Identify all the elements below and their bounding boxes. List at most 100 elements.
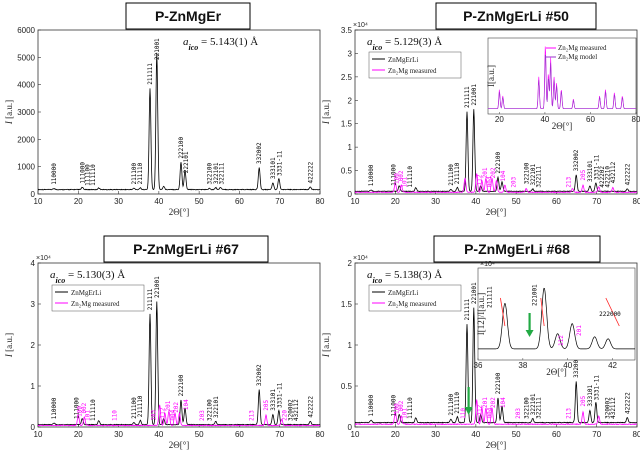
x-tick-label: 10 bbox=[34, 197, 43, 206]
peak-label: 111000 bbox=[391, 164, 398, 186]
title-box bbox=[435, 2, 597, 30]
legend-label: ZnMgErLi bbox=[388, 289, 418, 297]
x-tick-label: 20 bbox=[74, 197, 83, 206]
peak-label: 002 bbox=[81, 402, 88, 413]
y-axis-symbol: I bbox=[4, 353, 14, 358]
lattice-annotation: aico = 5.138(3) Å bbox=[367, 269, 442, 285]
series-line-znmgerli bbox=[38, 301, 320, 426]
lattice-value: = 5.143(1) Å bbox=[198, 36, 258, 48]
y-axis-unit: [a.u.] bbox=[4, 100, 14, 121]
inset-peak-label: 221001 bbox=[531, 284, 538, 306]
y-tick-label: 6000 bbox=[17, 26, 35, 35]
y-tick-label: 2000 bbox=[17, 135, 35, 144]
peak-label: 221001 bbox=[471, 84, 478, 106]
panel-1: P-ZnMgEr 10 20 30 40 50 60 70 80 0 1000 2000 3000 400… bbox=[4, 2, 325, 217]
inset-series-line bbox=[478, 287, 635, 350]
peak-label: 111110 bbox=[90, 399, 97, 421]
peak-label: 333101 bbox=[270, 389, 277, 411]
peak-label: 222100 bbox=[495, 372, 502, 394]
inset-peak-label: 201 bbox=[576, 325, 583, 336]
peak-label: 110000 bbox=[368, 164, 375, 186]
peak-label: 101 bbox=[85, 410, 92, 421]
x-tick-label: 40 bbox=[471, 197, 480, 206]
peak-label: 111110 bbox=[407, 166, 414, 188]
inset-peak-label: 112 bbox=[558, 335, 565, 346]
inset-x-tick-label: 20 bbox=[495, 115, 504, 124]
y-multiplier: ×10⁴ bbox=[36, 255, 51, 262]
chart-title: P-ZnMgErLi #67 bbox=[133, 241, 239, 257]
plot-frame bbox=[354, 29, 638, 195]
chart-title: P-ZnMgErLi #68 bbox=[464, 241, 570, 257]
peak-label: 422210 bbox=[605, 166, 612, 188]
y-multiplier: ×10⁴ bbox=[353, 22, 368, 29]
peak-label: 100 bbox=[393, 403, 400, 414]
y-axis-label: I [a.u.] bbox=[321, 333, 331, 358]
peak-label: 222100 bbox=[178, 137, 185, 159]
x-axis-label: 2Θ[°] bbox=[486, 440, 507, 450]
y-tick-label: 4000 bbox=[17, 81, 35, 90]
peak-label: 112 bbox=[476, 174, 483, 185]
x-tick-label: 60 bbox=[552, 430, 561, 439]
peak-label: 202 bbox=[490, 397, 497, 408]
lattice-annotation: aico = 5.129(3) Å bbox=[367, 36, 442, 52]
peak-label: 211110 bbox=[137, 162, 144, 184]
peak-label: 112 bbox=[159, 407, 166, 418]
peak-label: 112 bbox=[476, 404, 483, 415]
peak-label: 320002 bbox=[605, 397, 612, 419]
peak-label: 221001 bbox=[154, 38, 161, 60]
peak-label: 221001 bbox=[471, 282, 478, 304]
inset-frame bbox=[477, 267, 636, 361]
peak-label: 111000 bbox=[74, 397, 81, 419]
peak-label: 211110 bbox=[137, 395, 144, 417]
peak-label: 332002 bbox=[573, 356, 580, 378]
x-tick-label: 80 bbox=[316, 197, 325, 206]
y-tick-label: 0.5 bbox=[341, 382, 353, 391]
peak-label: 222100 bbox=[495, 152, 502, 174]
inset-arrow-head bbox=[525, 330, 534, 337]
peak-label: 320002 bbox=[288, 399, 295, 421]
x-tick-label: 30 bbox=[114, 430, 123, 439]
y-multiplier: ×10⁴ bbox=[353, 255, 368, 262]
x-tick-label: 80 bbox=[633, 197, 640, 206]
series-line-znmgmeasured bbox=[355, 399, 637, 426]
inset-x-tick-label: 60 bbox=[586, 115, 595, 124]
inset-x-tick-label: 40 bbox=[563, 361, 572, 370]
peak-label: 110 bbox=[112, 410, 119, 421]
y-axis-unit: [a.u.] bbox=[321, 100, 331, 121]
lattice-subscript: ico bbox=[373, 276, 383, 285]
peak-label: 3331-11 bbox=[593, 154, 600, 180]
legend-label: ZnMgErLi bbox=[388, 56, 418, 64]
peak-label: 322101 bbox=[530, 393, 537, 415]
peak-label: 002 bbox=[398, 170, 405, 181]
peak-label: 211111 bbox=[147, 288, 154, 310]
peak-label: 202 bbox=[173, 402, 180, 413]
series-line-znmgmeasured bbox=[355, 173, 637, 194]
peak-label: 104 bbox=[500, 397, 507, 408]
lattice-symbol: a bbox=[50, 269, 56, 281]
peak-label: 3331-11 bbox=[276, 150, 283, 176]
y-axis-unit: [a.u.] bbox=[321, 333, 331, 354]
inset-guide-line bbox=[500, 297, 506, 327]
lattice-annotation: aico = 5.143(1) Å bbox=[183, 36, 258, 52]
peak-label: 002 bbox=[398, 400, 405, 411]
peak-label: 333101 bbox=[587, 160, 594, 182]
y-tick-label: 1.5 bbox=[341, 120, 353, 129]
peak-label: 100 bbox=[76, 406, 83, 417]
peak-label: 203 bbox=[199, 410, 206, 421]
peak-label: 110000 bbox=[368, 394, 375, 416]
peak-label: 333101 bbox=[270, 157, 277, 179]
inset-x-tick-label: 36 bbox=[474, 361, 483, 370]
y-tick-label: 0 bbox=[31, 423, 36, 432]
lattice-value: = 5.130(3) Å bbox=[65, 269, 125, 281]
inset-legend-label: Zn₂Mg model bbox=[558, 53, 597, 61]
peak-label: 205 bbox=[263, 399, 270, 410]
peak-label: 322111 bbox=[218, 162, 225, 184]
peak-label: 220 bbox=[282, 410, 289, 421]
x-tick-label: 10 bbox=[351, 430, 360, 439]
inset-x-axis-label: 2Θ[°] bbox=[546, 367, 567, 377]
lattice-symbol: a bbox=[183, 36, 189, 48]
legend-label: ZnMgErLi bbox=[71, 289, 101, 297]
